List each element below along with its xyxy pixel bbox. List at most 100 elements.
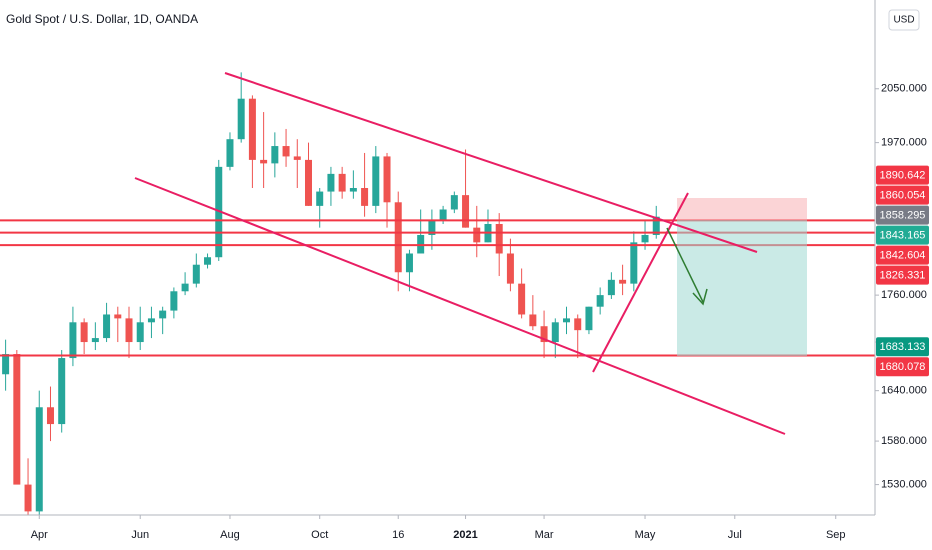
x-tick-label: Apr (31, 529, 48, 541)
candle-body (13, 354, 21, 485)
candle-body (260, 159, 268, 164)
candle-body (607, 279, 615, 296)
candle-body (35, 407, 43, 512)
candle-body (349, 188, 357, 192)
candle-body (282, 146, 290, 157)
candle-body (630, 242, 638, 284)
candle-body (181, 283, 189, 292)
candle-body (619, 279, 627, 284)
candle-body (304, 159, 312, 206)
candle-body (439, 209, 447, 221)
price-label: 1843.165 (880, 230, 926, 242)
candle-body (147, 318, 155, 323)
x-tick-label: Mar (535, 529, 554, 541)
target-zone (677, 220, 807, 356)
candle-body (69, 322, 77, 359)
candle-body (495, 223, 503, 254)
candle-body (338, 173, 346, 192)
candle-body (80, 322, 88, 343)
candle-body (428, 220, 436, 235)
price-label-box (876, 205, 929, 225)
price-label: 1842.604 (880, 250, 926, 262)
x-tick-label: 16 (392, 529, 404, 541)
candle-body (372, 156, 380, 206)
candle-body (170, 291, 178, 311)
channel-bottom (134, 177, 786, 435)
candle-body (574, 318, 582, 331)
y-tick-label: 1580.000 (881, 435, 927, 447)
candle-body (125, 318, 133, 343)
candle-body (405, 253, 413, 273)
candle-body (473, 227, 481, 243)
candle-body (293, 156, 301, 160)
x-tick-label: Jun (131, 529, 149, 541)
x-tick-label: Jul (728, 529, 742, 541)
candle-body (103, 314, 111, 339)
candle-body (450, 195, 458, 210)
price-label: 1858.295 (880, 210, 926, 222)
y-tick-label: 1640.000 (881, 385, 927, 397)
x-tick-label: Aug (220, 529, 240, 541)
x-tick-label: Sep (826, 529, 846, 541)
stop-zone (677, 198, 807, 220)
candle-body (159, 310, 167, 319)
candle-body (596, 295, 604, 307)
candle-body (136, 322, 144, 343)
arrow-head (692, 288, 708, 306)
candle-body (271, 146, 279, 164)
candle-body (652, 216, 660, 235)
x-tick-label: May (635, 529, 656, 541)
candle-body (383, 156, 391, 203)
price-label: 1860.054 (880, 190, 926, 202)
candle-body (506, 253, 514, 284)
candle-body (237, 98, 245, 140)
candle-body (192, 264, 200, 284)
y-tick-label: 1970.000 (881, 137, 927, 149)
currency-label[interactable]: USD (893, 15, 914, 26)
price-label: 1826.331 (880, 270, 926, 282)
candle-body (24, 484, 32, 512)
rising-line (592, 192, 689, 373)
price-label: 1890.642 (880, 170, 926, 182)
candle-body (394, 202, 402, 273)
price-label-box (876, 245, 929, 265)
y-tick-label: 1530.000 (881, 479, 927, 491)
chart-title: Gold Spot / U.S. Dollar, 1D, OANDA (6, 12, 198, 26)
candle-body (248, 98, 256, 160)
price-label-box (876, 225, 929, 245)
y-tick-label: 1760.000 (881, 289, 927, 301)
price-label-box (876, 337, 929, 357)
candle-body (204, 257, 212, 265)
candle-body (58, 358, 66, 425)
price-label-box (876, 357, 929, 377)
x-tick-label: 2021 (453, 529, 477, 541)
candle-body (361, 188, 369, 206)
candle-body (462, 195, 470, 228)
price-label-box (876, 185, 929, 205)
candle-body (641, 234, 649, 243)
candle-body (529, 314, 537, 327)
candle-body (316, 191, 324, 206)
candle-body (114, 314, 122, 319)
candle-body (518, 283, 526, 315)
candle-body (91, 338, 99, 343)
currency-button[interactable] (888, 9, 920, 31)
x-tick-label: Oct (311, 529, 328, 541)
candle-body (551, 322, 559, 343)
candle-body (226, 139, 234, 167)
candle-body (2, 354, 10, 375)
candle-body (540, 326, 548, 343)
price-label: 1683.133 (880, 341, 926, 353)
price-label: 1680.078 (880, 361, 926, 373)
price-label-box (876, 265, 929, 285)
y-tick-label: 2050.000 (881, 83, 927, 95)
price-label-box (876, 165, 929, 185)
candle-body (327, 173, 335, 192)
candle-body (46, 407, 54, 425)
channel-top (224, 72, 758, 253)
candle-body (585, 306, 593, 331)
forecast-arrow (666, 227, 704, 303)
drawings (134, 72, 807, 435)
candle-body (563, 318, 571, 323)
